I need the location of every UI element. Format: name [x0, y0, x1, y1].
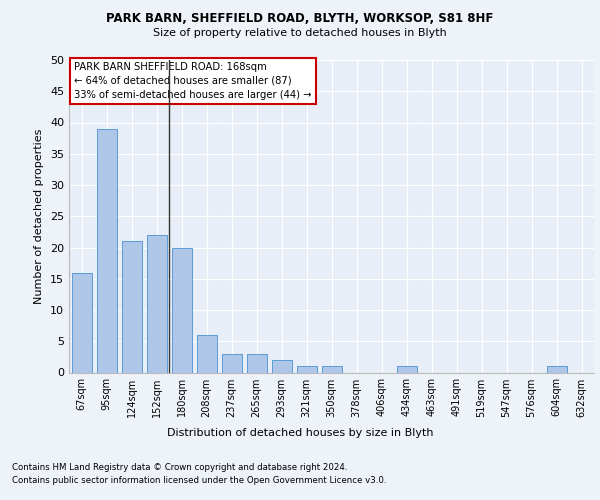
- Text: Size of property relative to detached houses in Blyth: Size of property relative to detached ho…: [153, 28, 447, 38]
- Bar: [146, 235, 167, 372]
- Text: Contains public sector information licensed under the Open Government Licence v3: Contains public sector information licen…: [12, 476, 386, 485]
- Y-axis label: Number of detached properties: Number of detached properties: [34, 128, 44, 304]
- Bar: [247, 354, 266, 372]
- Bar: [197, 335, 217, 372]
- Text: PARK BARN SHEFFIELD ROAD: 168sqm
← 64% of detached houses are smaller (87)
33% o: PARK BARN SHEFFIELD ROAD: 168sqm ← 64% o…: [74, 62, 312, 100]
- Bar: [397, 366, 416, 372]
- Bar: [322, 366, 341, 372]
- Bar: [271, 360, 292, 372]
- Text: PARK BARN, SHEFFIELD ROAD, BLYTH, WORKSOP, S81 8HF: PARK BARN, SHEFFIELD ROAD, BLYTH, WORKSO…: [106, 12, 494, 26]
- Bar: [71, 272, 91, 372]
- Bar: [221, 354, 241, 372]
- Bar: [172, 248, 191, 372]
- Bar: [547, 366, 566, 372]
- Text: Contains HM Land Registry data © Crown copyright and database right 2024.: Contains HM Land Registry data © Crown c…: [12, 462, 347, 471]
- Bar: [296, 366, 317, 372]
- Bar: [97, 128, 116, 372]
- Bar: [121, 242, 142, 372]
- Text: Distribution of detached houses by size in Blyth: Distribution of detached houses by size …: [167, 428, 433, 438]
